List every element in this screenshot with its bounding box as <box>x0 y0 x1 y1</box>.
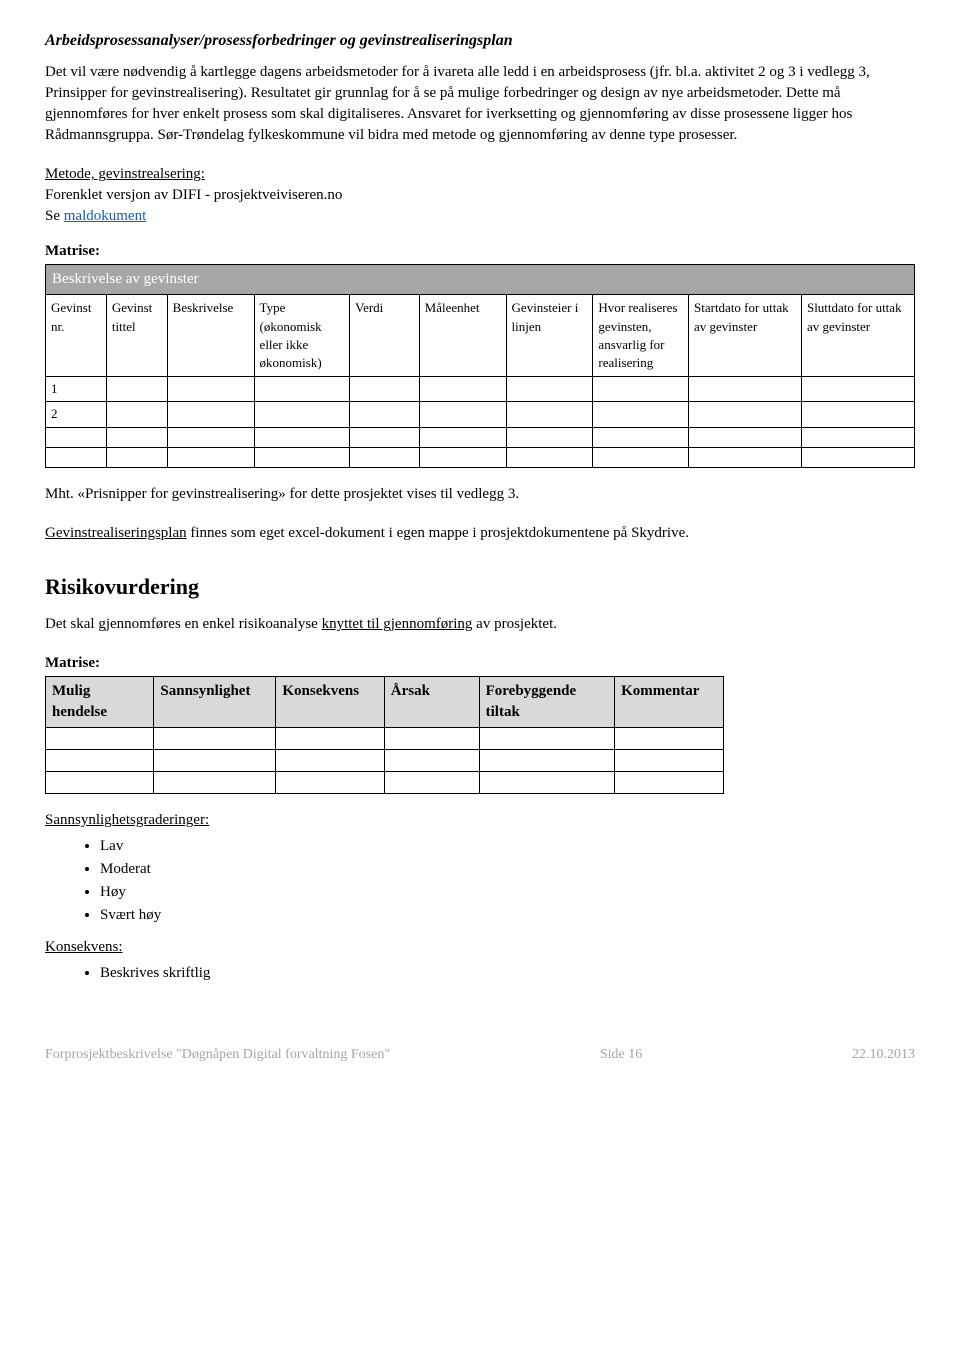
list-item: Beskrives skriftlig <box>100 962 915 985</box>
risk-col-4: Forebyggende tiltak <box>479 677 615 728</box>
table-row: 1 <box>46 377 915 402</box>
risk-columns-row: Mulig hendelse Sannsynlighet Konsekvens … <box>46 677 724 728</box>
plan-rest: finnes som eget excel-dokument i egen ma… <box>187 525 689 541</box>
gains-col-8: Startdato for uttak av gevinster <box>689 295 802 377</box>
risk-col-0: Mulig hendelse <box>46 677 154 728</box>
list-item: Høy <box>100 881 915 904</box>
gains-table: Beskrivelse av gevinster Gevinst nr. Gev… <box>45 264 915 467</box>
table-row <box>46 728 724 750</box>
risk-table: Mulig hendelse Sannsynlighet Konsekvens … <box>45 676 724 794</box>
metode-heading: Metode, gevinstrealsering: <box>45 164 915 185</box>
se-line: Se maldokument <box>45 206 915 227</box>
list-item: Svært høy <box>100 904 915 927</box>
konsekvens-heading: Konsekvens: <box>45 937 915 958</box>
gains-col-3: Type (økonomisk eller ikke økonomisk) <box>254 295 350 377</box>
intro-paragraph: Det vil være nødvendig å kartlegge dagen… <box>45 62 915 146</box>
plan-underline: Gevinstrealiseringsplan <box>45 525 187 541</box>
gains-col-0: Gevinst nr. <box>46 295 107 377</box>
risiko-intro-post: av prosjektet. <box>472 616 557 632</box>
gains-col-2: Beskrivelse <box>167 295 254 377</box>
gains-cell: 1 <box>46 377 107 402</box>
sannsyn-heading: Sannsynlighetsgraderinger: <box>45 810 915 831</box>
se-prefix: Se <box>45 208 64 224</box>
risk-col-3: Årsak <box>384 677 479 728</box>
gains-col-6: Gevinsteier i linjen <box>506 295 593 377</box>
page-title: Arbeidsprosessanalyser/prosessforbedring… <box>45 30 915 52</box>
footer-right: 22.10.2013 <box>852 1045 915 1065</box>
table-row <box>46 772 724 794</box>
konsekvens-list: Beskrives skriftlig <box>100 962 915 985</box>
risk-col-1: Sannsynlighet <box>154 677 276 728</box>
list-item: Lav <box>100 835 915 858</box>
gains-header-bar: Beskrivelse av gevinster <box>46 265 915 295</box>
plan-line: Gevinstrealiseringsplan finnes som eget … <box>45 523 915 544</box>
risiko-intro-underline: knyttet til gjennomføring <box>322 616 473 632</box>
risiko-intro: Det skal gjennomføres en enkel risikoana… <box>45 614 915 635</box>
gains-col-5: Måleenhet <box>419 295 506 377</box>
gains-cell: 2 <box>46 402 107 427</box>
sannsyn-heading-text: Sannsynlighetsgraderinger: <box>45 812 209 828</box>
footer-left: Forprosjektbeskrivelse "Døgnåpen Digital… <box>45 1045 390 1065</box>
risiko-heading: Risikovurdering <box>45 572 915 603</box>
table-row: 2 <box>46 402 915 427</box>
list-item: Moderat <box>100 858 915 881</box>
table-row <box>46 750 724 772</box>
metode-heading-text: Metode, gevinstrealsering: <box>45 166 205 182</box>
table-row <box>46 427 915 447</box>
maldokument-link[interactable]: maldokument <box>64 208 147 224</box>
gains-col-9: Sluttdato for uttak av gevinster <box>801 295 914 377</box>
gains-col-1: Gevinst tittel <box>106 295 167 377</box>
gains-col-7: Hvor realiseres gevinsten, ansvarlig for… <box>593 295 689 377</box>
footer-center: Side 16 <box>600 1045 642 1065</box>
risk-col-5: Kommentar <box>615 677 723 728</box>
gains-col-4: Verdi <box>350 295 420 377</box>
risiko-intro-pre: Det skal gjennomføres en enkel risikoana… <box>45 616 322 632</box>
table-row <box>46 447 915 467</box>
mht-line: Mht. «Prisnipper for gevinstrealisering»… <box>45 484 915 505</box>
sannsyn-list: Lav Moderat Høy Svært høy <box>100 835 915 927</box>
matrise-label-2: Matrise: <box>45 653 915 674</box>
gains-columns-row: Gevinst nr. Gevinst tittel Beskrivelse T… <box>46 295 915 377</box>
matrise-label-1: Matrise: <box>45 241 915 262</box>
gains-header-bar-row: Beskrivelse av gevinster <box>46 265 915 295</box>
metode-line: Forenklet versjon av DIFI - prosjektveiv… <box>45 185 915 206</box>
page-footer: Forprosjektbeskrivelse "Døgnåpen Digital… <box>45 1045 915 1065</box>
konsekvens-heading-text: Konsekvens: <box>45 939 123 955</box>
risk-col-2: Konsekvens <box>276 677 384 728</box>
